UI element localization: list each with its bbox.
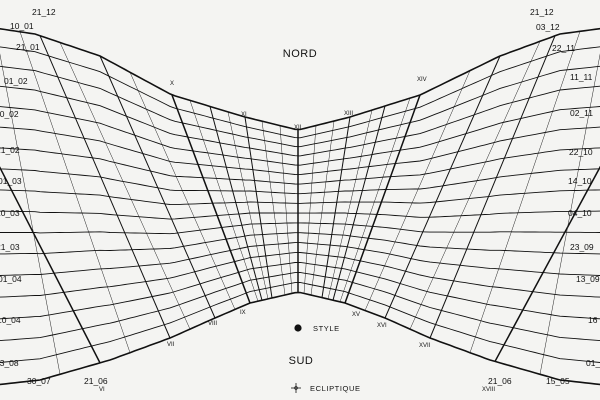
date-curve <box>0 281 600 363</box>
south-label: SUD <box>289 355 314 367</box>
hour-date-grid <box>0 27 600 386</box>
date-label-left: 21_02 <box>0 145 20 155</box>
date-label-left: 21_01 <box>16 42 40 52</box>
hour-label: VIII <box>208 321 217 327</box>
hour-label: XVI <box>377 323 387 329</box>
hour-line <box>244 116 273 299</box>
date-curve <box>0 85 600 157</box>
fine-hour-line <box>469 31 581 353</box>
hour-label: VII <box>167 342 175 348</box>
date-label-right: 11_11 <box>570 72 593 82</box>
fine-hour-line <box>59 42 191 330</box>
style-dot <box>294 324 302 332</box>
diagram-labels: NORD SUD STYLE ECLIPTIQUE 21_12 10_01 21_0… <box>0 7 600 393</box>
fine-hour-line <box>327 110 373 300</box>
hour-label: XV <box>352 312 360 318</box>
date-curve <box>0 242 600 276</box>
fine-hour-line <box>0 53 61 375</box>
date-curve <box>0 222 600 235</box>
hour-label: XIV <box>417 77 427 83</box>
date-label-right: 14_10 <box>568 176 592 186</box>
hour-line <box>384 55 501 319</box>
date-label-right: 15_05 <box>546 376 570 386</box>
date-label-right: 03_12 <box>536 22 560 32</box>
date-label-right: 21_06 <box>488 376 512 386</box>
fine-hour-line <box>409 41 541 330</box>
date-label-left: 01_03 <box>0 176 22 186</box>
north-label: NORD <box>283 48 317 60</box>
fine-hour-line <box>303 125 317 294</box>
date-curve <box>0 27 600 131</box>
hour-line <box>321 116 351 298</box>
date-label-left: 21_12 <box>32 7 56 17</box>
date-curve <box>0 261 600 320</box>
date-curve <box>0 126 600 176</box>
hour-line <box>209 106 263 301</box>
date-curve <box>0 291 600 386</box>
hour-label: XVIII <box>482 387 495 393</box>
hour-label: IX <box>240 310 246 316</box>
date-label-right: 16 <box>588 315 598 325</box>
date-label-right: 22_10 <box>569 147 593 157</box>
date-label-right: 21_12 <box>530 7 554 17</box>
date-label-right: 01_ <box>586 358 600 368</box>
date-label-right: 22_11 <box>552 43 575 53</box>
hour-label: XI <box>241 112 247 118</box>
hour-line <box>39 35 171 339</box>
hour-label: VI <box>99 387 105 393</box>
hour-line <box>0 166 101 364</box>
date-curve <box>0 65 600 148</box>
date-curve <box>0 271 600 342</box>
date-curve <box>0 210 600 220</box>
date-curve <box>0 189 600 206</box>
fine-hour-line <box>310 120 335 296</box>
date-curve <box>0 106 600 166</box>
hour-line <box>99 55 216 319</box>
hour-label: XIII <box>344 111 353 117</box>
fine-hour-line <box>189 100 259 302</box>
date-label-left: 01_04 <box>0 274 22 284</box>
date-label-left: 10_03 <box>0 208 20 218</box>
date-label-left: 21_03 <box>0 242 20 252</box>
ecliptic-label: ECLIPTIQUE <box>310 384 361 393</box>
hour-line <box>344 94 421 304</box>
hour-line <box>429 35 556 339</box>
hour-label: XVII <box>419 343 431 349</box>
date-label-left: 10_01 <box>10 21 34 31</box>
style-label: STYLE <box>313 324 340 333</box>
date-label-right: 04_10 <box>568 208 592 218</box>
date-label-left: 23_08 <box>0 358 19 368</box>
fine-hour-line <box>364 70 471 311</box>
date-curve <box>0 46 600 139</box>
hour-line <box>332 105 386 301</box>
date-label-left: 01_02 <box>4 76 28 86</box>
date-label-left: 10_02 <box>0 109 19 119</box>
date-label-right: 02_11 <box>570 108 593 118</box>
date-label-right: 23_09 <box>570 242 594 252</box>
fine-hour-line <box>339 98 411 302</box>
fine-hour-line <box>261 121 286 296</box>
fine-hour-line <box>19 31 131 353</box>
date-label-left: 10_04 <box>0 315 21 325</box>
date-curve <box>0 168 600 195</box>
hour-label: XII <box>294 125 302 131</box>
date-label-left: 21_06 <box>84 376 108 386</box>
date-curve <box>0 252 600 298</box>
hour-label: X <box>170 81 174 87</box>
date-curve <box>0 147 600 185</box>
hour-line <box>494 165 600 362</box>
hour-line <box>171 94 251 304</box>
fine-hour-line <box>539 53 600 375</box>
date-label-right: 13_09 <box>576 274 600 284</box>
ecliptic-marker <box>291 383 301 393</box>
date-label-left: 30_07 <box>27 376 51 386</box>
date-curve <box>0 232 600 255</box>
fine-hour-line <box>279 125 293 294</box>
